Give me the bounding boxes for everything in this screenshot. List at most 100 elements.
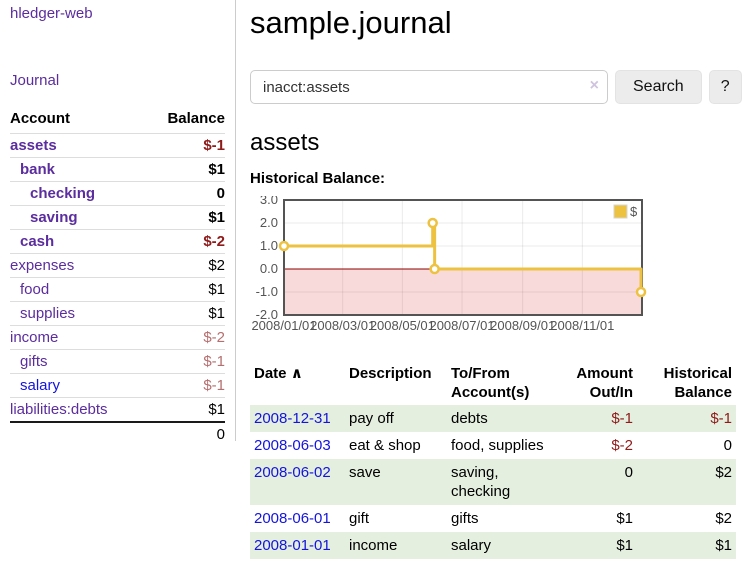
sort-ascending-icon: ∧ (290, 365, 303, 382)
clear-search-icon[interactable]: × (589, 77, 599, 94)
svg-text:-1.0: -1.0 (256, 284, 278, 299)
accounts-total-row: 0 (10, 421, 225, 446)
svg-text:1.0: 1.0 (260, 238, 278, 253)
account-balance: $-1 (203, 137, 225, 154)
account-link[interactable]: bank (20, 161, 56, 178)
register-header-amount: Amount Out/In (576, 365, 633, 401)
account-link[interactable]: checking (30, 185, 96, 202)
account-row: gifts $-1 (10, 349, 225, 374)
transaction-accounts: debts (451, 410, 488, 427)
account-heading: assets (250, 129, 320, 156)
account-balance: $-2 (203, 329, 225, 346)
account-balance: $-2 (203, 233, 225, 250)
transaction-balance: $2 (715, 464, 732, 481)
transaction-amount: $1 (616, 537, 633, 554)
transaction-date-link[interactable]: 2008-06-02 (254, 464, 331, 481)
transaction-amount: $-1 (611, 410, 633, 427)
account-link[interactable]: saving (30, 209, 78, 226)
register-header-date[interactable]: Date ∧ (254, 365, 303, 382)
main-content: sample.journal × Search ? assets Histori… (250, 0, 742, 559)
svg-text:2008/03/01: 2008/03/01 (310, 318, 375, 333)
transaction-description: eat & shop (349, 437, 421, 454)
transaction-date-link[interactable]: 2008-06-03 (254, 437, 331, 454)
svg-text:2008/01/01: 2008/01/01 (251, 318, 316, 333)
transaction-date-link[interactable]: 2008-12-31 (254, 410, 331, 427)
svg-text:-2.0: -2.0 (256, 307, 278, 322)
transaction-row: 2008-01-01 income salary $1 $1 (250, 532, 736, 559)
accounts-header-balance: Balance (167, 110, 225, 127)
register-table: Date ∧ Description To/From Account(s) Am… (250, 361, 736, 559)
account-link[interactable]: income (10, 329, 59, 346)
account-row: saving $1 (10, 205, 225, 230)
search-form: × Search ? (250, 70, 742, 104)
accounts-table: Account Balance assets $-1 bank $1 checking 0… (10, 106, 225, 446)
account-balance: $1 (208, 305, 225, 322)
transaction-balance: $1 (715, 537, 732, 554)
transaction-description: gift (349, 510, 370, 527)
nav-journal-link[interactable]: Journal (10, 72, 60, 89)
account-balance: $-1 (203, 377, 225, 394)
transaction-description: income (349, 537, 398, 554)
register-header-balance: Historical Balance (663, 365, 732, 401)
register-body: 2008-12-31 pay off debts $-1 $-1 2008-06-03 ea… (250, 405, 736, 559)
account-row: liabilities:debts $1 (10, 397, 225, 422)
transaction-date-link[interactable]: 2008-06-01 (254, 510, 331, 527)
svg-text:0.0: 0.0 (260, 261, 278, 276)
register-header-accounts: To/From Account(s) (451, 365, 530, 401)
accounts-total-value: 0 (145, 421, 225, 446)
account-link[interactable]: gifts (20, 353, 48, 370)
account-row: supplies $1 (10, 301, 225, 326)
account-balance: $2 (208, 257, 225, 274)
transaction-description: save (349, 464, 381, 481)
transaction-balance: $2 (715, 510, 732, 527)
account-link[interactable]: food (20, 281, 50, 298)
transaction-accounts: gifts (451, 510, 479, 527)
transaction-balance: 0 (723, 437, 732, 454)
account-row: food $1 (10, 277, 225, 302)
chart-svg: 2008/01/012008/03/012008/05/012008/07/01… (251, 192, 647, 333)
accounts-header-account: Account (10, 110, 70, 127)
account-link[interactable]: expenses (10, 257, 75, 274)
transaction-amount: 0 (624, 464, 633, 481)
account-row: assets $-1 (10, 133, 225, 158)
register-header-row: Date ∧ Description To/From Account(s) Am… (250, 361, 736, 405)
account-link[interactable]: assets (10, 137, 57, 154)
transaction-row: 2008-12-31 pay off debts $-1 $-1 (250, 405, 736, 432)
account-link[interactable]: cash (20, 233, 55, 250)
legend-swatch (613, 204, 628, 219)
transaction-row: 2008-06-02 save saving, checking 0 $2 (250, 459, 736, 505)
transaction-amount: $1 (616, 510, 633, 527)
transaction-date-link[interactable]: 2008-01-01 (254, 537, 331, 554)
help-button[interactable]: ? (708, 70, 742, 104)
page-title: sample.journal (250, 5, 452, 40)
svg-text:2008/09/01: 2008/09/01 (490, 318, 555, 333)
transaction-accounts: food, supplies (451, 437, 544, 454)
account-link[interactable]: salary (20, 377, 61, 394)
svg-text:2008/11/01: 2008/11/01 (550, 318, 614, 333)
account-balance: 0 (216, 185, 225, 202)
account-link[interactable]: supplies (20, 305, 76, 322)
search-input[interactable] (250, 70, 608, 104)
transaction-row: 2008-06-03 eat & shop food, supplies $-2 0 (250, 432, 736, 459)
account-row: checking 0 (10, 181, 225, 206)
transaction-amount: $-2 (611, 437, 633, 454)
search-button[interactable]: Search (615, 70, 702, 104)
account-row: cash $-2 (10, 229, 225, 254)
svg-text:2008/07/01: 2008/07/01 (429, 318, 494, 333)
account-row: income $-2 (10, 325, 225, 350)
app-brand-link[interactable]: hledger-web (10, 5, 93, 22)
transaction-row: 2008-06-01 gift gifts $1 $2 (250, 505, 736, 532)
transaction-accounts: salary (451, 537, 492, 554)
accounts-header-row: Account Balance (10, 106, 225, 134)
sidebar: hledger-web Journal Account Balance asse… (0, 0, 236, 446)
historical-balance-chart: 2008/01/01 2008/03/01 2008/05/01 2008/07/01… (250, 192, 742, 343)
account-row: expenses $2 (10, 253, 225, 278)
svg-text:3.0: 3.0 (260, 196, 278, 207)
account-link[interactable]: liabilities:debts (10, 401, 108, 418)
register-header-description: Description (349, 365, 432, 382)
account-balance: $-1 (203, 353, 225, 370)
account-row: salary $-1 (10, 373, 225, 398)
account-row: bank $1 (10, 157, 225, 182)
account-balance: $1 (208, 161, 225, 178)
account-balance: $1 (208, 401, 225, 418)
